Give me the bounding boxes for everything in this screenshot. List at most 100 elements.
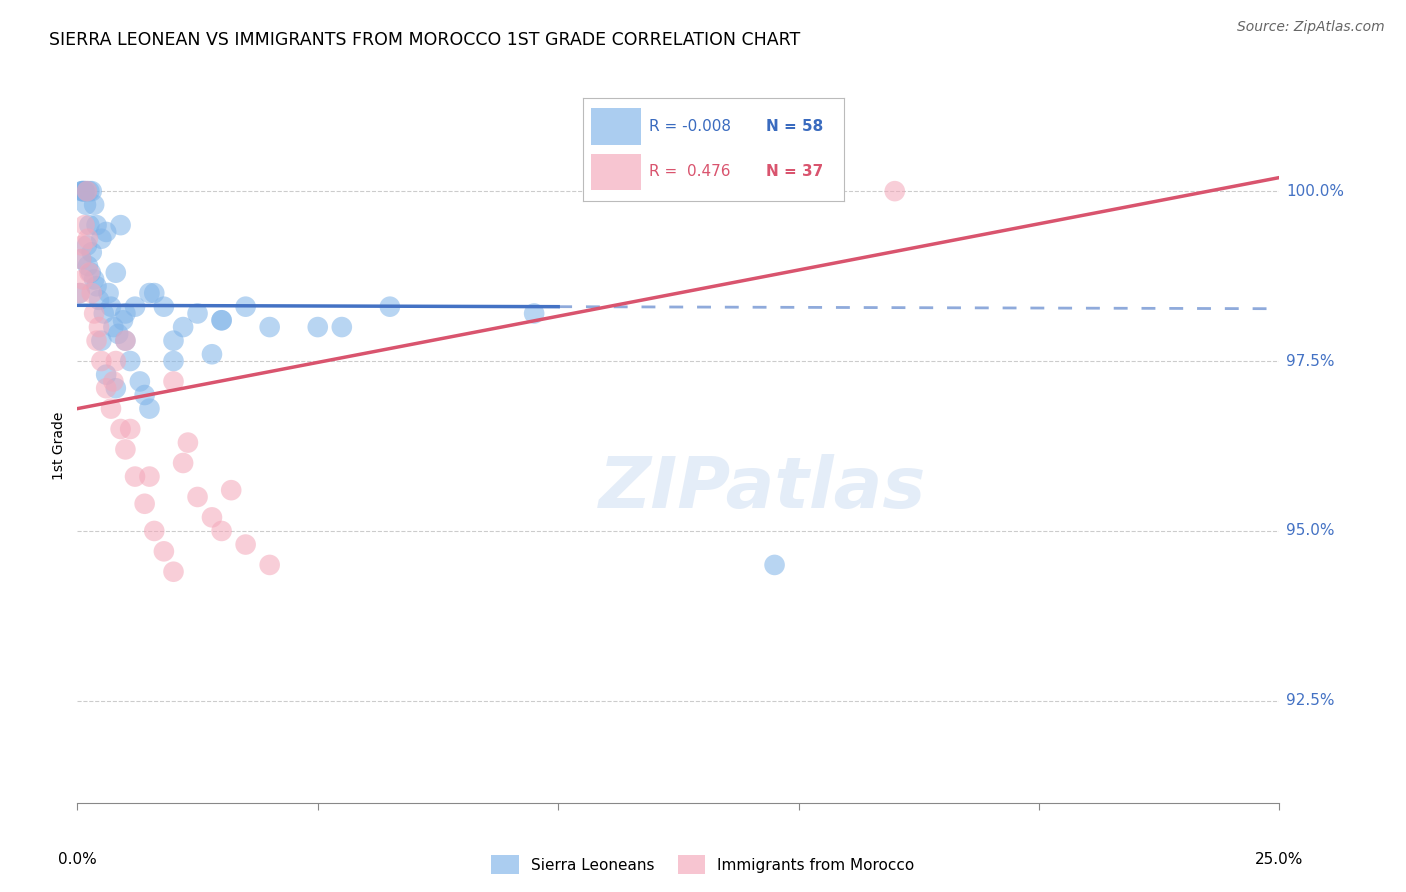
Point [76,184,98,198]
Point [104,354,127,368]
Bar [592,153,641,190]
Point [143,286,166,301]
Point [86,279,108,293]
Point [124,469,146,483]
Point [73,218,96,232]
Point [107,326,129,341]
Point [93,306,115,320]
Text: R = -0.008: R = -0.008 [648,120,731,135]
Text: Source: ZipAtlas.com: Source: ZipAtlas.com [1237,20,1385,34]
Point [77,259,100,273]
Point [77,232,100,246]
Point [100,401,122,416]
Text: 92.5%: 92.5% [1286,693,1334,708]
Point [114,334,136,348]
Point [90,354,112,368]
Text: 97.5%: 97.5% [1286,353,1334,368]
Point [259,320,281,334]
Point [120,354,142,368]
Point [73,184,96,198]
Text: N = 58: N = 58 [765,120,823,135]
Point [235,537,257,551]
Point [138,401,160,416]
Point [124,300,146,314]
Point [79,184,101,198]
Point [114,306,136,320]
Point [86,218,108,232]
Point [96,225,118,239]
Point [211,313,233,327]
Point [134,497,156,511]
Point [80,245,103,260]
Point [80,184,103,198]
Point [330,320,353,334]
Point [100,300,122,314]
Point [79,266,101,280]
Point [219,483,242,498]
Point [153,544,176,558]
Text: 100.0%: 100.0% [1286,184,1344,199]
Text: 25.0%: 25.0% [1256,852,1303,867]
Point [201,510,224,524]
Point [72,272,94,286]
Point [162,565,184,579]
Point [177,435,200,450]
Point [83,272,105,286]
Point [153,300,176,314]
Point [162,334,184,348]
Point [87,320,110,334]
Point [83,198,105,212]
Point [162,375,184,389]
Point [523,306,546,320]
Y-axis label: 1st Grade: 1st Grade [52,412,66,480]
Point [110,422,132,436]
Point [103,375,125,389]
Point [83,306,105,320]
Point [111,313,134,327]
Point [259,558,281,572]
Point [201,347,224,361]
Legend: Sierra Leoneans, Immigrants from Morocco: Sierra Leoneans, Immigrants from Morocco [485,849,921,880]
Point [103,320,125,334]
Point [90,232,112,246]
Point [69,286,91,301]
Text: SIERRA LEONEAN VS IMMIGRANTS FROM MOROCCO 1ST GRADE CORRELATION CHART: SIERRA LEONEAN VS IMMIGRANTS FROM MOROCC… [49,31,800,49]
Point [72,184,94,198]
Point [186,306,209,320]
Point [114,334,136,348]
Point [104,266,127,280]
Point [143,524,166,538]
Point [134,388,156,402]
Point [162,354,184,368]
Point [96,368,118,382]
Point [307,320,329,334]
Point [378,300,401,314]
Point [138,469,160,483]
Text: 0.0%: 0.0% [58,852,97,867]
Point [70,252,93,266]
Point [79,218,101,232]
Point [73,184,96,198]
Point [211,524,233,538]
Point [76,184,98,198]
Point [86,334,108,348]
Point [172,320,194,334]
Point [114,442,136,457]
Point [70,238,93,252]
Point [235,300,257,314]
Point [96,381,118,395]
Point [763,558,786,572]
Point [69,286,91,301]
Point [883,184,905,198]
Text: R =  0.476: R = 0.476 [648,164,730,179]
Point [110,218,132,232]
Text: 95.0%: 95.0% [1286,524,1334,539]
Point [80,286,103,301]
Point [186,490,209,504]
Point [104,381,127,395]
Point [70,184,93,198]
Point [76,238,98,252]
Text: ZIPatlas: ZIPatlas [599,454,927,524]
Point [70,184,93,198]
Point [70,252,93,266]
